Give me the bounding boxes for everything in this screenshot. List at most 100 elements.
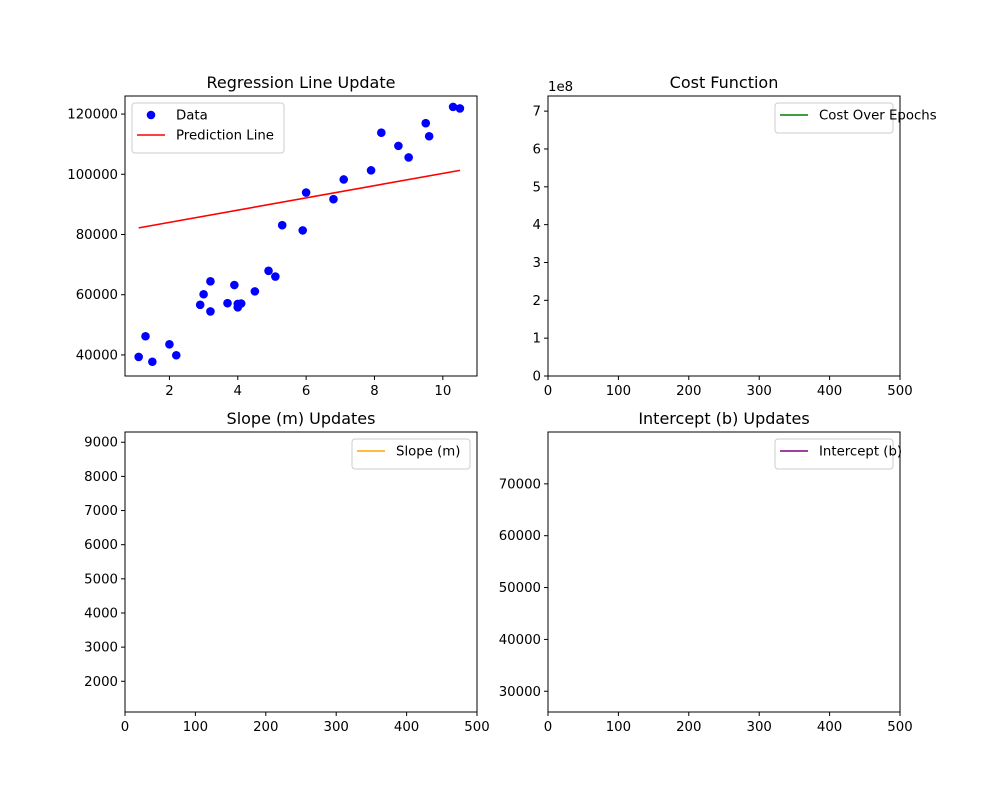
chart-3-legend-label: Intercept (b) [819, 445, 902, 460]
chart-0-data-point [377, 128, 386, 137]
chart-1-y-tick-label: 3 [533, 256, 541, 271]
chart-0-data-point [448, 102, 458, 112]
chart-0-data-point [148, 357, 157, 367]
chart-0-x-tick-label: 2 [165, 384, 173, 399]
chart-2-legend: Slope (m) [351, 438, 471, 470]
chart-0-data-point [250, 287, 260, 296]
chart-2-y-tick-label: 5000 [84, 572, 118, 587]
chart-1-x-tick-label: 400 [817, 384, 842, 399]
chart-1-y-tick-label: 2 [533, 294, 541, 309]
chart-3-x-tick-label: 100 [606, 720, 631, 735]
chart-0-data-point [329, 194, 338, 204]
chart-0-data-point [455, 104, 465, 113]
chart-1-x-tick-label: 300 [747, 384, 772, 399]
chart-0-data-point [394, 141, 403, 151]
chart-1-y-tick-label: 6 [533, 142, 541, 157]
chart-3-legend-box [774, 438, 894, 470]
chart-0-data-point [134, 352, 143, 362]
chart-0-data-point [301, 188, 311, 197]
chart-3-x-tick-label: 0 [544, 720, 552, 735]
chart-2-y-tick-label: 4000 [84, 606, 118, 621]
chart-0-data-point [230, 280, 239, 290]
chart-0-legend-marker [146, 110, 156, 120]
chart-3-y-tick-label: 60000 [499, 529, 541, 544]
chart-2-legend-label: Slope (m) [396, 445, 460, 460]
chart-1-y-tick-label: 4 [533, 218, 541, 233]
chart-0-data-point [171, 350, 181, 360]
chart-2-x-tick-label: 100 [183, 720, 208, 735]
chart-0-x-tick-label: 4 [234, 384, 242, 399]
chart-2-y-tick-label: 2000 [84, 675, 118, 690]
chart-1-y-tick-label: 0 [533, 370, 541, 385]
cost-function-panel: Cost Function 0 100 200 300 400 500 0 1 2 3 4 5 6 7 1e8… [533, 73, 937, 399]
chart-0-data-point [195, 300, 205, 310]
chart-2-y-tick-label: 7000 [84, 504, 118, 519]
chart-0-data-point [271, 272, 280, 281]
chart-2-x-tick-label: 0 [121, 720, 129, 735]
chart-0-legend-label: Prediction Line [176, 129, 274, 144]
chart-0-data-point [264, 266, 273, 276]
chart-3-legend: Intercept (b) [774, 438, 902, 470]
chart-1-y-offset-label: 1e8 [548, 80, 573, 95]
chart-0-y-tick-label: 120000 [67, 108, 118, 123]
chart-2-plot-area [124, 431, 478, 713]
chart-1-plot-area [547, 95, 901, 377]
chart-3-title: Intercept (b) Updates [638, 409, 809, 428]
chart-0-data-point [206, 307, 215, 316]
chart-1-x-tick-label: 500 [887, 384, 912, 399]
chart-3-y-tick-label: 70000 [499, 477, 541, 492]
chart-0-data-point [366, 166, 376, 175]
chart-2-title: Slope (m) Updates [227, 409, 376, 428]
chart-0-data-point [223, 298, 232, 308]
chart-0-y-tick-label: 80000 [76, 228, 118, 243]
chart-1-legend-box [774, 102, 894, 134]
chart-1-y-tick-label: 1 [533, 332, 541, 347]
chart-0-data-point [421, 118, 431, 128]
chart-0-y-tick-label: 60000 [76, 288, 118, 303]
chart-0-data-point [206, 277, 215, 286]
slope-updates-panel: Slope (m) Updates 0 100 200 300 400 500 2000 300… [84, 409, 490, 735]
chart-0-data-point [424, 131, 434, 141]
chart-3-y-tick-label: 30000 [499, 685, 541, 700]
chart-0-data-point [339, 175, 349, 184]
chart-0-data-point [141, 331, 150, 341]
chart-2-y-tick-label: 8000 [84, 470, 118, 485]
chart-2-y-tick-label: 3000 [84, 641, 118, 656]
chart-0-y-tick-label: 100000 [67, 168, 118, 183]
chart-0-series-line [138, 169, 461, 229]
chart-0-data-point [404, 153, 413, 162]
chart-0-legend-box [131, 102, 285, 154]
chart-0-data-point [199, 289, 208, 299]
chart-2-x-tick-label: 200 [253, 720, 278, 735]
chart-0-x-tick-label: 6 [302, 384, 310, 399]
chart-1-y-tick-label: 7 [533, 105, 541, 120]
chart-2-x-tick-label: 500 [464, 720, 489, 735]
regression-line-update-panel: Regression Line Update 2 4 6 8 10 40000 60000 80… [67, 73, 478, 399]
chart-2-x-tick-label: 400 [394, 720, 419, 735]
chart-0-y-tick-label: 40000 [76, 348, 118, 363]
chart-1-title: Cost Function [670, 73, 779, 92]
chart-0-data-point [165, 340, 174, 349]
chart-0-title: Regression Line Update [207, 73, 396, 92]
chart-3-y-tick-label: 40000 [499, 633, 541, 648]
chart-0-x-tick-label: 10 [434, 384, 451, 399]
chart-1-legend: Cost Over Epochs [774, 102, 937, 134]
chart-3-x-tick-label: 300 [747, 720, 772, 735]
chart-0-data-point [277, 220, 287, 230]
chart-1-legend-label: Cost Over Epochs [819, 109, 937, 124]
chart-2-legend-box [351, 438, 471, 470]
chart-0-x-tick-label: 8 [370, 384, 378, 399]
chart-1-x-tick-label: 100 [606, 384, 631, 399]
chart-0-legend-label: Data [176, 109, 208, 124]
chart-2-x-tick-label: 300 [324, 720, 349, 735]
chart-0-legend: Data Prediction Line [131, 102, 285, 154]
chart-0-data-point [236, 299, 246, 308]
chart-3-x-tick-label: 400 [817, 720, 842, 735]
chart-0-data-point [298, 226, 308, 235]
chart-1-x-tick-label: 0 [544, 384, 552, 399]
chart-3-x-tick-label: 500 [887, 720, 912, 735]
chart-2-y-tick-label: 9000 [84, 436, 118, 451]
chart-3-y-tick-label: 50000 [499, 581, 541, 596]
chart-3-x-tick-label: 200 [676, 720, 701, 735]
